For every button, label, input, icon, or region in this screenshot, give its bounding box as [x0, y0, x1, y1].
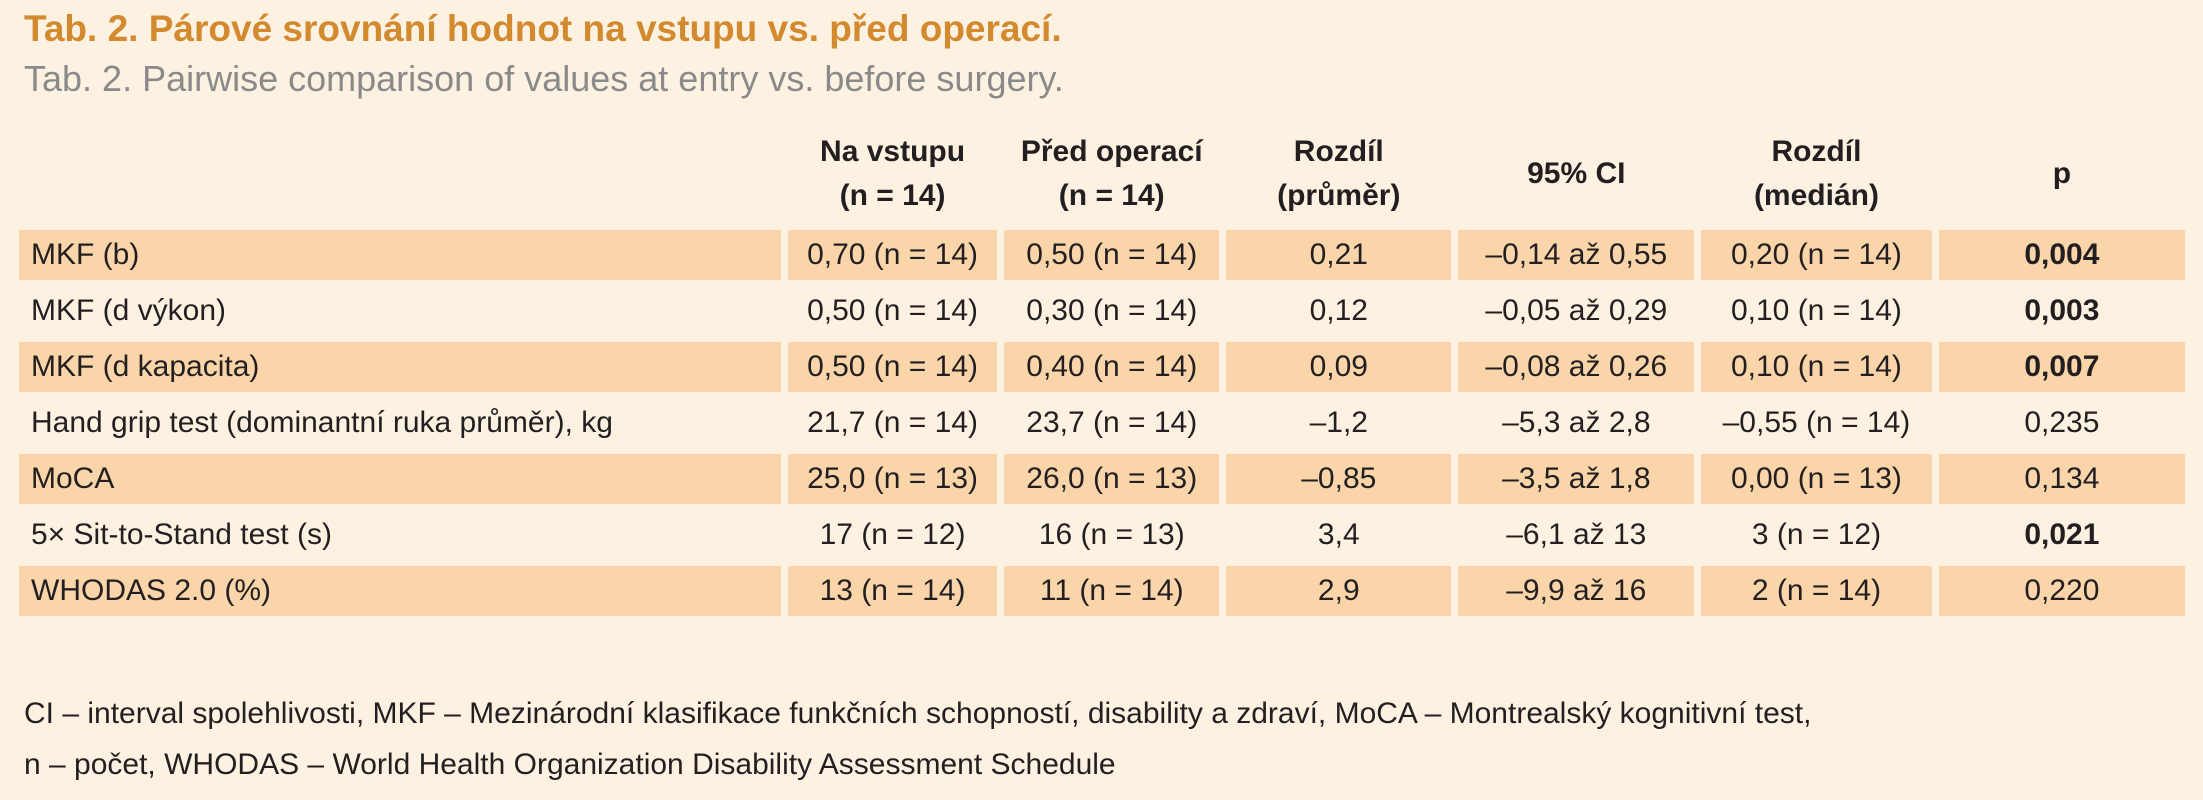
cell-before: 11 (n = 14) [1004, 566, 1220, 616]
cell-entry: 13 (n = 14) [787, 566, 998, 616]
cell-median-diff: 0,10 (n = 14) [1730, 294, 1902, 327]
table-row: MKF (d výkon) 0,50 (n = 14) 0,30 (n = 14… [19, 286, 2185, 336]
row-label: 5× Sit-to-Stand test (s) [31, 518, 332, 551]
table-body: MKF (b) 0,70 (n = 14) 0,50 (n = 14) 0,21… [19, 230, 2185, 616]
cell-p-value: 0,003 [2024, 294, 2100, 327]
cell-ci: –6,1 až 13 [1506, 518, 1647, 551]
cell-mean-diff: –1,2 [1309, 406, 1368, 439]
header-row: Na vstupu (n = 14) Před operací (n = 14)… [19, 124, 2185, 224]
cell-median-diff: 0,10 (n = 14) [1701, 342, 1932, 392]
table-footnote: CI – interval spolehlivosti, MKF – Mezin… [24, 688, 2174, 790]
cell-before: 0,30 (n = 14) [1026, 294, 1198, 327]
row-label: MKF (d výkon) [31, 294, 227, 327]
cell-before: 16 (n = 13) [1038, 518, 1185, 551]
table-row: 5× Sit-to-Stand test (s) 17 (n = 12) 16 … [19, 510, 2185, 560]
header-median-line2: (medián) [1753, 179, 1879, 212]
header-p-value: p [2052, 157, 2072, 190]
cell-median-diff: 3 (n = 12) [1751, 518, 1882, 551]
header-entry-line1: Na vstupu [820, 135, 966, 168]
cell-entry: 0,70 (n = 14) [787, 230, 998, 280]
table-row: WHODAS 2.0 (%) 13 (n = 14) 11 (n = 14) 2… [19, 566, 2185, 616]
cell-entry: 21,7 (n = 14) [807, 406, 979, 439]
header-mean-difference: Rozdíl (průměr) [1226, 124, 1451, 224]
header-before-line1: Před operací [1020, 135, 1203, 168]
cell-p-value: 0,220 [1938, 566, 2185, 616]
table-row: MoCA 25,0 (n = 13) 26,0 (n = 13) –0,85 –… [19, 454, 2185, 504]
cell-ci: –0,05 až 0,29 [1485, 294, 1668, 327]
cell-entry: 0,50 (n = 14) [807, 294, 979, 327]
cell-p-value: 0,007 [1938, 342, 2185, 392]
table-header: Na vstupu (n = 14) Před operací (n = 14)… [19, 124, 2185, 224]
cell-p-value: 0,021 [2024, 518, 2100, 551]
cell-mean-diff: 0,21 [1226, 230, 1452, 280]
header-entry-line2: (n = 14) [839, 179, 946, 212]
cell-before: 0,40 (n = 14) [1004, 342, 1220, 392]
cell-entry: 25,0 (n = 13) [787, 454, 998, 504]
header-median-difference: Rozdíl (medián) [1701, 124, 1932, 224]
cell-ci: –5,3 až 2,8 [1502, 406, 1651, 439]
header-median-line1: Rozdíl [1771, 135, 1862, 168]
table-title-czech: Tab. 2. Párové srovnání hodnot na vstupu… [24, 8, 1062, 49]
cell-mean-diff: 3,4 [1317, 518, 1360, 551]
cell-p-value: 0,004 [1938, 230, 2185, 280]
row-label: Hand grip test (dominantní ruka průměr),… [31, 406, 613, 439]
footnote-line1: CI – interval spolehlivosti, MKF – Mezin… [24, 697, 1812, 730]
header-label [19, 124, 781, 224]
row-label: WHODAS 2.0 (%) [19, 566, 781, 616]
cell-mean-diff: –0,85 [1226, 454, 1452, 504]
header-mean-line1: Rozdíl [1293, 135, 1384, 168]
cell-median-diff: 0,00 (n = 13) [1701, 454, 1932, 504]
row-label: MoCA [19, 454, 781, 504]
table-row: Hand grip test (dominantní ruka průměr),… [19, 398, 2185, 448]
row-label: MKF (b) [19, 230, 781, 280]
cell-ci: –0,08 až 0,26 [1458, 342, 1695, 392]
cell-entry: 0,50 (n = 14) [787, 342, 998, 392]
cell-median-diff: –0,55 (n = 14) [1722, 406, 1911, 439]
cell-mean-diff: 0,09 [1226, 342, 1452, 392]
header-ci: 95% CI [1527, 157, 1626, 190]
table-title-english: Tab. 2. Pairwise comparison of values at… [24, 58, 1064, 99]
row-label: MKF (d kapacita) [19, 342, 781, 392]
cell-p-value: 0,235 [2024, 406, 2100, 439]
table-row: MKF (b) 0,70 (n = 14) 0,50 (n = 14) 0,21… [19, 230, 2185, 280]
cell-median-diff: 0,20 (n = 14) [1701, 230, 1932, 280]
cell-ci: –9,9 až 16 [1458, 566, 1695, 616]
footnote-line2: n – počet, WHODAS – World Health Organiz… [24, 748, 1116, 781]
cell-median-diff: 2 (n = 14) [1701, 566, 1932, 616]
cell-entry: 17 (n = 12) [819, 518, 966, 551]
cell-before: 23,7 (n = 14) [1026, 406, 1198, 439]
cell-ci: –3,5 až 1,8 [1458, 454, 1695, 504]
cell-before: 0,50 (n = 14) [1004, 230, 1220, 280]
comparison-table: Na vstupu (n = 14) Před operací (n = 14)… [12, 118, 2192, 622]
cell-ci: –0,14 až 0,55 [1458, 230, 1695, 280]
cell-p-value: 0,134 [1938, 454, 2185, 504]
header-before-line2: (n = 14) [1058, 179, 1165, 212]
header-entry: Na vstupu (n = 14) [788, 124, 998, 224]
cell-mean-diff: 2,9 [1226, 566, 1452, 616]
header-before-surgery: Před operací (n = 14) [1004, 124, 1219, 224]
cell-mean-diff: 0,12 [1309, 294, 1368, 327]
header-mean-line2: (průměr) [1277, 179, 1401, 212]
table-row: MKF (d kapacita) 0,50 (n = 14) 0,40 (n =… [19, 342, 2185, 392]
cell-before: 26,0 (n = 13) [1004, 454, 1220, 504]
